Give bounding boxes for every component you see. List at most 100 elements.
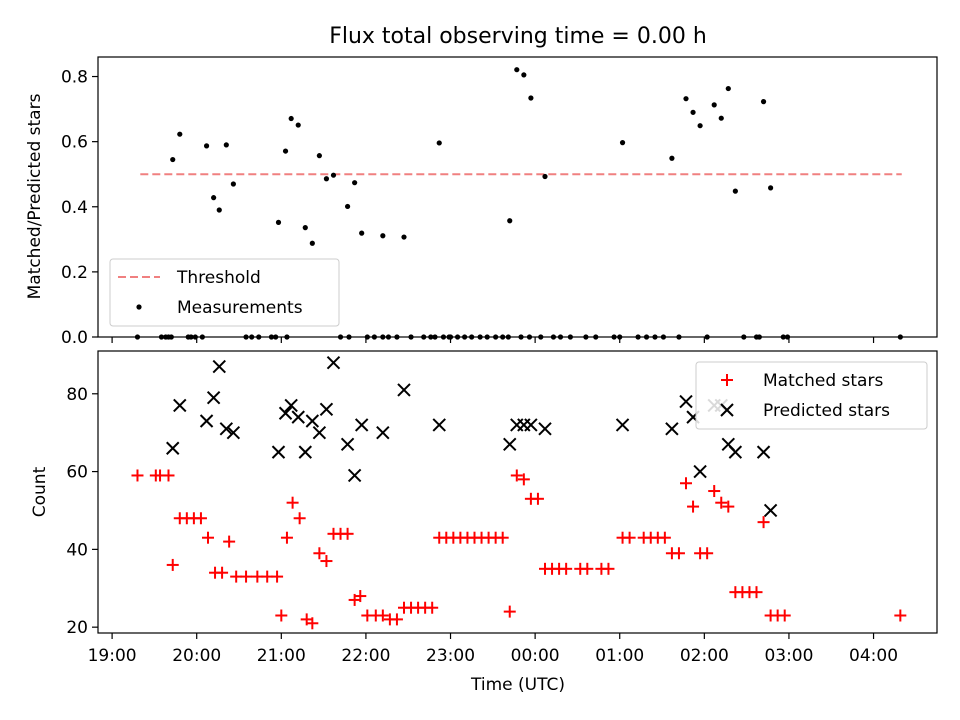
matched-stars-point [602, 562, 615, 575]
matched-stars-point [680, 477, 693, 490]
measurement-point [380, 233, 386, 239]
predicted-stars-point [693, 464, 707, 479]
matched-stars-point [194, 512, 207, 525]
measurement-point [401, 234, 407, 240]
predicted-stars-point [298, 445, 312, 459]
top-y-ticks: 0.0 0.2 0.4 0.6 0.8 [61, 68, 98, 348]
bottom-axes-frame [97, 350, 938, 634]
x-tick-label: 03:00 [764, 646, 813, 666]
matched-stars-point [376, 609, 389, 622]
bottom-y-tick-label: 20 [66, 618, 88, 638]
measurement-point [302, 225, 308, 231]
predicted-stars-point [291, 410, 305, 424]
measurement-point [718, 115, 724, 121]
measurement-point [223, 142, 229, 148]
matched-stars-point [750, 586, 763, 599]
measurement-point [170, 156, 176, 163]
x-tick-label: 00:00 [511, 646, 560, 666]
matched-stars-point [162, 469, 175, 482]
predicted-stars-point [278, 406, 293, 420]
bottom-legend: Matched stars Predicted stars [695, 361, 928, 430]
measurement-point [203, 143, 210, 149]
measurement-point [359, 230, 365, 236]
measurement-point [514, 67, 520, 73]
matched-stars-point [271, 570, 284, 583]
matched-stars-point [715, 496, 728, 509]
measurement-point [275, 219, 282, 225]
matched-stars-point [223, 535, 236, 548]
predicted-stars-point [166, 441, 180, 455]
measurement-point [282, 148, 289, 154]
x-tick-label: 23:00 [426, 646, 475, 666]
measurement-point [697, 123, 703, 129]
measurement-point [683, 96, 689, 102]
threshold-legend-label: Threshold [176, 268, 261, 288]
measurement-point [768, 185, 774, 191]
measurement-point [507, 218, 513, 224]
matched-legend-swatch [721, 374, 733, 386]
matched-stars-point [708, 485, 721, 498]
matched-stars-point [426, 601, 439, 614]
bottom-x-ticks: 19:00 20:00 21:00 22:00 23:00 00:00 01:00 02:00… [88, 633, 898, 666]
matched-stars-point [510, 469, 523, 482]
predicted-stars-point [173, 398, 187, 413]
predicted-stars-point [538, 422, 552, 436]
predicted-stars-point [376, 425, 390, 440]
matched-stars-point [293, 512, 306, 525]
top-y-tick-label: 0.0 [61, 328, 88, 348]
measurement-point [295, 122, 301, 128]
measurement-point [725, 85, 731, 92]
top-y-tick-label: 0.8 [61, 68, 88, 88]
matched-stars-point [306, 617, 319, 630]
count-markers-layer [131, 355, 907, 630]
matched-stars-point [341, 527, 354, 540]
top-y-axis-label: Matched/Predicted stars [25, 93, 45, 299]
matched-stars-point [275, 609, 288, 622]
matched-stars-point [701, 547, 714, 560]
x-tick-label: 02:00 [680, 646, 729, 666]
x-tick-label: 21:00 [257, 646, 306, 666]
predicted-stars-point [763, 503, 778, 518]
measurement-point [542, 173, 548, 180]
measurement-point [528, 95, 534, 101]
predicted-stars-point [226, 425, 241, 440]
predicted-stars-point [219, 422, 234, 436]
top-x-ticks [111, 337, 875, 343]
measurement-point [330, 172, 337, 178]
predicted-stars-point [524, 418, 538, 432]
predicted-stars-point [665, 422, 679, 436]
matched-stars-point [658, 531, 671, 544]
matched-stars-point [280, 531, 293, 544]
bottom-y-tick-label: 80 [66, 385, 88, 405]
predicted-stars-point [503, 437, 517, 452]
matched-stars-point [722, 500, 735, 513]
measurement-point [760, 99, 767, 105]
predicted-stars-point [615, 418, 630, 432]
predicted-stars-point [206, 390, 221, 405]
top-axes-frame [97, 56, 938, 338]
matched-stars-point [623, 531, 636, 544]
predicted-stars-point [212, 359, 226, 374]
predicted-stars-point [432, 418, 446, 432]
measurement-point [323, 176, 330, 182]
measurement-point [230, 181, 236, 187]
matched-stars-point [687, 500, 700, 513]
x-tick-label: 01:00 [595, 646, 644, 666]
predicted-stars-point [756, 445, 771, 459]
matched-legend-label: Matched stars [763, 371, 883, 391]
measurement-point [690, 109, 696, 115]
matched-stars-point [757, 516, 770, 529]
matched-stars-point [503, 605, 516, 618]
matched-stars-point [672, 547, 685, 560]
measurement-point [216, 207, 222, 213]
predicted-stars-point [284, 398, 298, 413]
predicted-stars-point [347, 468, 362, 483]
measurements-layer [134, 67, 903, 340]
predicted-stars-point [728, 445, 743, 459]
predicted-stars-point [312, 425, 327, 440]
top-chart-title: Flux total observing time = 0.00 h [329, 24, 707, 49]
matched-stars-point [778, 609, 791, 622]
measurement-point [619, 140, 626, 146]
matched-stars-point [131, 469, 144, 482]
predicted-stars-point [340, 437, 355, 452]
